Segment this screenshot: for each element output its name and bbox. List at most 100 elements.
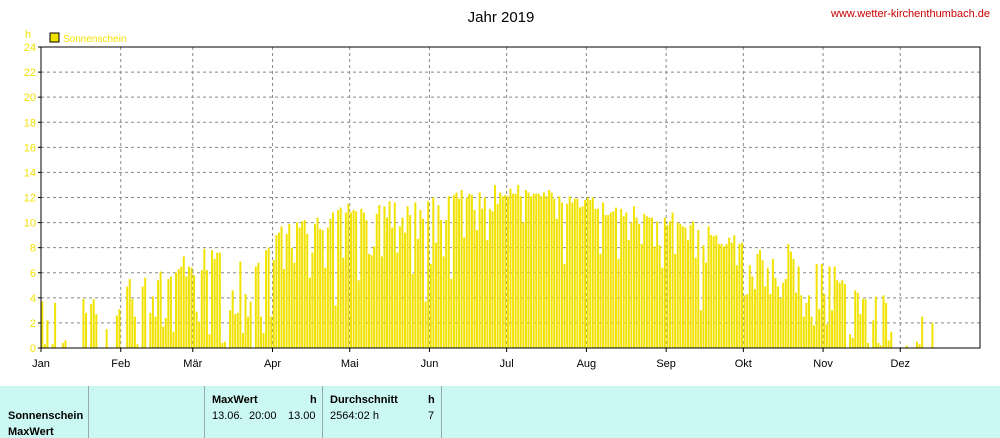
sunshine-bar: [540, 196, 543, 348]
sunshine-bar: [730, 242, 733, 348]
sunshine-bar: [468, 193, 471, 348]
sunshine-bar: [200, 270, 203, 348]
sunshine-bar: [131, 299, 134, 348]
sunshine-bar: [545, 196, 548, 348]
sunshine-bar: [362, 212, 365, 348]
sunshine-bar: [445, 220, 448, 348]
sunshine-bar: [586, 197, 589, 348]
month-label: Dez: [890, 358, 910, 370]
sunshine-bar: [234, 314, 237, 348]
sunshine-bar: [524, 189, 527, 348]
row-label-sonnenschein: Sonnenschein: [8, 410, 84, 422]
sunshine-bar: [311, 252, 314, 348]
sunshine-bar: [337, 210, 340, 348]
sunshine-bar: [663, 217, 666, 348]
sunshine-bar: [684, 227, 687, 348]
sunshine-bar: [288, 223, 291, 348]
sunshine-bar: [164, 317, 167, 348]
sunshine-bar: [841, 280, 844, 348]
y-tick-label: 6: [30, 268, 36, 280]
sunshine-bar: [478, 192, 481, 348]
sunshine-bar: [141, 286, 144, 348]
sunshine-bar: [95, 314, 98, 348]
sunshine-bar: [687, 240, 689, 348]
sunshine-bar: [851, 337, 854, 348]
sunshine-bar: [810, 316, 813, 348]
max-value: 13.00: [288, 410, 316, 422]
sunshine-bar: [483, 197, 486, 348]
sunshine-bar: [843, 284, 846, 348]
sunshine-bar: [216, 252, 219, 348]
sunshine-bar: [833, 266, 836, 348]
sunshine-bar: [437, 205, 440, 348]
sunshine-bar: [532, 193, 535, 348]
sunshine-bar: [584, 200, 587, 348]
sunshine-bar: [473, 210, 476, 348]
sunshine-bar: [789, 251, 792, 348]
sunshine-bar: [622, 216, 625, 348]
sunshine-bar: [290, 247, 293, 348]
sunshine-bar: [542, 192, 545, 348]
sunshine-bar: [162, 326, 165, 348]
sunshine-bar: [705, 262, 707, 348]
sunshine-bar: [149, 312, 152, 348]
sunshine-bar: [241, 332, 244, 348]
month-label: Jul: [500, 358, 514, 370]
sunshine-bar: [411, 274, 414, 348]
sunshine-bar: [187, 266, 190, 348]
sunshine-bar: [280, 226, 283, 348]
sunshine-bar: [921, 316, 924, 348]
sunshine-bar: [90, 304, 93, 348]
sunshine-bar: [820, 263, 823, 348]
sunshine-bar: [823, 294, 826, 348]
sunshine-bar: [874, 296, 877, 348]
header-max-unit: h: [310, 394, 317, 406]
sunshine-bar: [373, 246, 376, 348]
sunshine-bar: [360, 208, 363, 348]
sunshine-bar: [383, 206, 386, 348]
sunshine-bar: [802, 316, 805, 348]
sunshine-bar: [710, 235, 713, 349]
sunshine-bar: [699, 310, 702, 349]
sunshine-bar: [689, 225, 692, 348]
month-label: Okt: [735, 358, 752, 370]
y-tick-label: 0: [30, 343, 36, 355]
sunshine-bar: [849, 334, 852, 348]
sunshine-bar: [249, 301, 252, 348]
sunshine-bar: [581, 206, 584, 348]
sunshine-bar: [416, 238, 419, 348]
sunshine-bar: [671, 212, 674, 348]
source-link[interactable]: www.wetter-kirchenthumbach.de: [830, 8, 990, 20]
month-label: Mär: [183, 358, 202, 370]
sunshine-bar: [488, 208, 491, 348]
sunshine-bar: [666, 225, 669, 348]
plot-frame: [40, 46, 981, 349]
sunshine-bar: [409, 215, 412, 348]
sunshine-bar: [617, 258, 620, 348]
sunshine-bar: [805, 302, 808, 348]
sunshine-bar: [277, 232, 280, 348]
sunshine-bar: [193, 275, 196, 348]
sunshine-bar: [861, 299, 864, 348]
sunshine-bar: [205, 270, 208, 348]
sunshine-bar: [440, 220, 443, 348]
sunshine-bar: [807, 295, 810, 348]
sunshine-bar: [591, 197, 594, 348]
sunshine-bar: [298, 227, 301, 348]
sunshine-bar: [856, 292, 859, 348]
sunshine-bar: [679, 223, 682, 348]
sunshine-bar: [332, 212, 334, 348]
sunshine-bar: [669, 221, 671, 348]
sunshine-bar: [795, 292, 798, 348]
sunshine-bar: [231, 290, 234, 348]
sunshine-bar: [550, 192, 553, 348]
sunshine-bar: [681, 226, 684, 348]
sunshine-bar: [370, 255, 373, 348]
sunshine-bar: [741, 242, 744, 348]
max-date: 13.06.: [212, 410, 243, 422]
sunshine-bar: [229, 310, 232, 349]
y-tick-label: 8: [30, 243, 36, 255]
sunshine-bar: [293, 262, 296, 348]
sunshine-bar: [452, 194, 455, 348]
